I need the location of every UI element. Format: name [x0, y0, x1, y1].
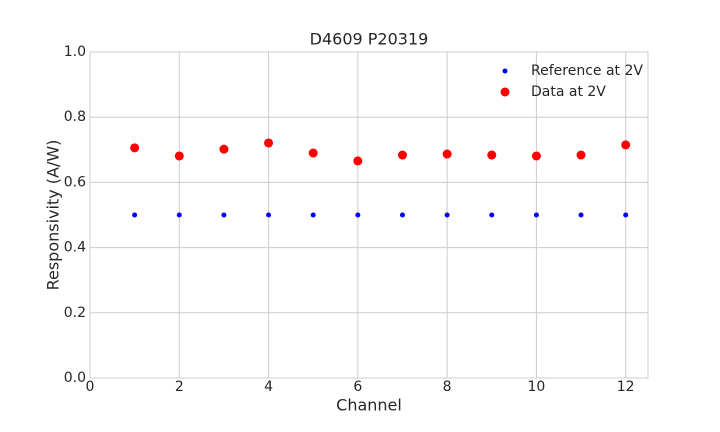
legend-label: Reference at 2V: [531, 63, 643, 79]
x-tick-label: 0: [86, 379, 95, 395]
point: [578, 212, 584, 218]
point: [621, 140, 631, 150]
point: [266, 212, 272, 218]
point: [174, 151, 184, 161]
x-tick-label: 8: [443, 379, 452, 395]
point: [487, 150, 497, 160]
legend-marker: [502, 68, 508, 74]
point: [132, 212, 138, 218]
point: [489, 212, 495, 218]
x-axis-label: Channel: [336, 396, 402, 415]
point: [397, 150, 407, 160]
y-tick-label: 0.4: [64, 240, 86, 256]
x-tick-label: 10: [527, 379, 545, 395]
legend-marker: [500, 87, 510, 97]
point: [310, 212, 316, 218]
point: [308, 148, 318, 158]
x-tick-label: 4: [264, 379, 273, 395]
point: [353, 156, 363, 166]
y-tick-label: 0.0: [64, 370, 86, 386]
y-tick-label: 0.8: [64, 109, 86, 125]
point: [221, 212, 227, 218]
y-axis-label: Responsivity (A/W): [44, 140, 63, 291]
chart-title: D4609 P20319: [310, 30, 429, 49]
point: [176, 212, 182, 218]
point: [130, 143, 140, 153]
y-tick-label: 0.2: [64, 305, 86, 321]
point: [623, 212, 629, 218]
plot-frame: [89, 51, 649, 379]
x-tick-label: 6: [353, 379, 362, 395]
point: [531, 151, 541, 161]
y-tick-label: 1.0: [64, 44, 86, 60]
point: [576, 150, 586, 160]
point: [219, 144, 229, 154]
point: [444, 212, 450, 218]
legend-label: Data at 2V: [531, 84, 606, 100]
point: [442, 149, 452, 159]
y-tick-label: 0.6: [64, 174, 86, 190]
point: [355, 212, 361, 218]
point: [533, 212, 539, 218]
point: [399, 212, 405, 218]
x-tick-label: 2: [175, 379, 184, 395]
point: [264, 138, 274, 148]
x-tick-label: 12: [617, 379, 635, 395]
